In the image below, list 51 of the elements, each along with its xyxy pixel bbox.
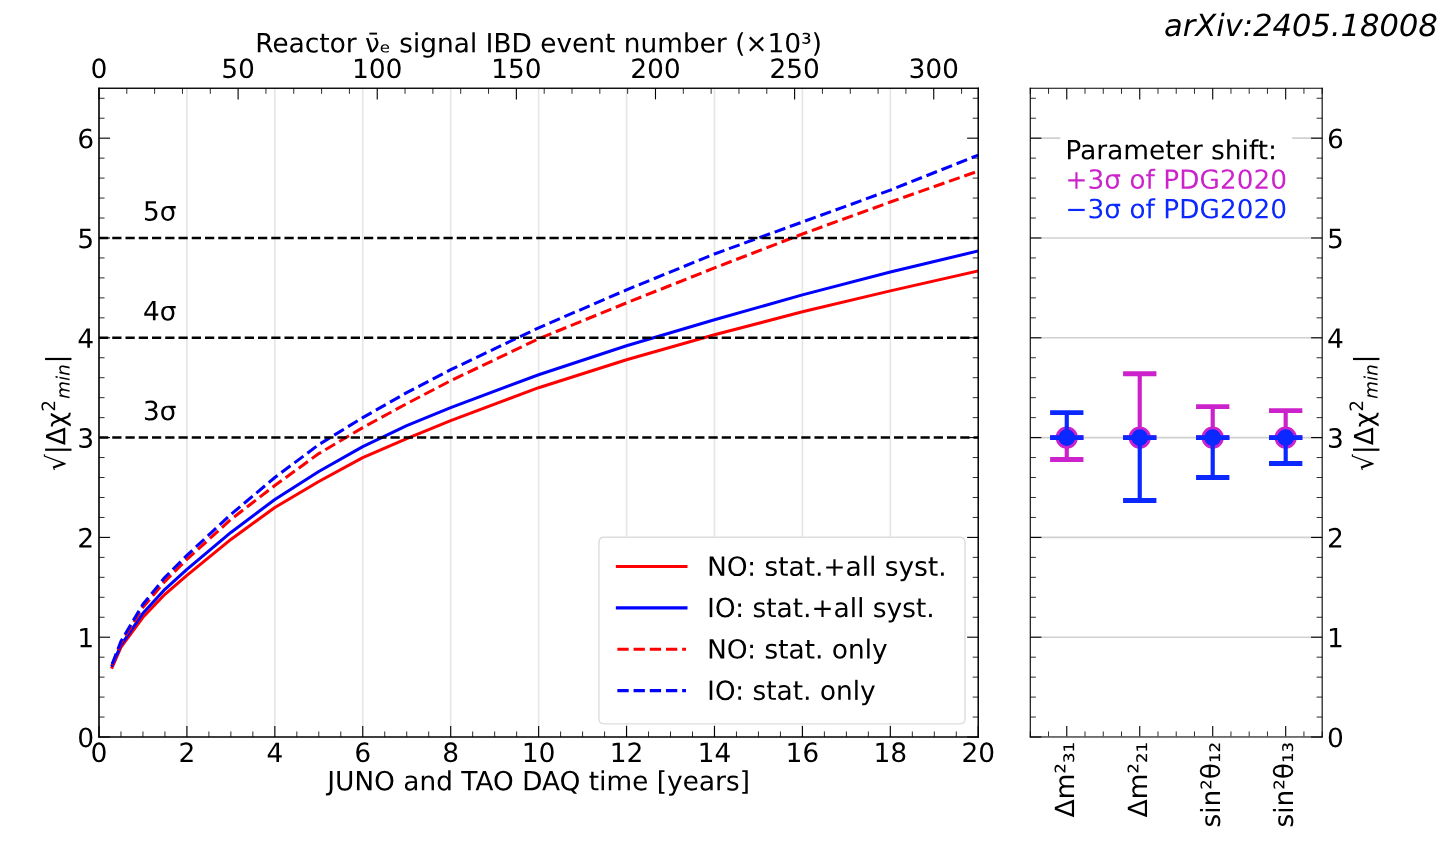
y-tick-label: 5 — [1329, 228, 1342, 249]
x-tick-label: 2 — [180, 742, 193, 762]
legend-label: NO: stat.+all syst. — [709, 555, 944, 582]
x-axis-title: JUNO and TAO DAQ time [years] — [325, 770, 748, 796]
x2-axis-title: Reactor ν̄ₑ signal IBD event number (×10³) — [257, 32, 820, 58]
y-axis-title: √|Δχ$^{2}$$_{min}$| — [1349, 357, 1380, 471]
text: arXiv:2405.18008 — [1165, 12, 1437, 37]
x-tick-label: 18 — [876, 742, 906, 763]
x-tick-label: 20 — [963, 742, 994, 763]
x2-tick-label: 300 — [910, 58, 958, 79]
x2-tick-label: 100 — [354, 58, 401, 79]
x-tick-label: 6 — [356, 742, 370, 763]
y-tick-label: 6 — [79, 128, 93, 149]
y-tick-label: 3 — [1329, 428, 1342, 448]
text: +3σ of PDG2020 — [1068, 168, 1286, 190]
y-tick-label: 1 — [80, 628, 92, 648]
x-tick-label: 14 — [700, 742, 730, 762]
legend-label: NO: stat. only — [709, 638, 887, 664]
x-tick-label: Δm²₃₁ — [1054, 743, 1075, 818]
text: −3σ of PDG2020 — [1068, 198, 1286, 219]
y-tick-label: 4 — [1328, 328, 1343, 348]
x-tick-label: 10 — [524, 742, 554, 763]
legend-label: IO: stat.+all syst. — [709, 597, 932, 623]
x2-tick-label: 50 — [223, 58, 254, 79]
x2-tick-label: 150 — [494, 58, 540, 79]
y-tick-label: 1 — [1329, 628, 1342, 648]
y-tick-label: 3 — [79, 428, 93, 448]
y-tick-label: 2 — [1328, 527, 1342, 548]
x-tick-label: 12 — [612, 742, 641, 762]
x-tick-label: Δm²₂₁ — [1127, 743, 1148, 818]
y-tick-label: 6 — [1328, 128, 1343, 149]
x-tick-label: 4 — [267, 742, 282, 762]
y-tick-label: 0 — [79, 727, 93, 748]
x-tick-label: sin²θ₁₃ — [1272, 743, 1294, 827]
x-tick-label: 8 — [444, 742, 458, 763]
x2-tick-label: 200 — [632, 58, 679, 79]
ref-line-label: 4σ — [144, 301, 176, 321]
x-tick-label: sin²θ₁₂ — [1199, 743, 1221, 827]
x2-tick-label: 0 — [92, 58, 106, 79]
y-tick-label: 0 — [1328, 727, 1343, 748]
legend-label: IO: stat. only — [709, 679, 875, 706]
ref-line-label: 3σ — [144, 400, 176, 421]
y-tick-label: 2 — [79, 527, 92, 548]
x2-tick-label: 250 — [771, 58, 819, 79]
legend-title: Parameter shift: — [1067, 139, 1274, 160]
ref-line-label: 5σ — [144, 201, 176, 221]
x-tick-label: 0 — [92, 742, 106, 763]
y-axis-title: √|Δχ$^{2}$$_{min}$| — [41, 357, 72, 471]
y-tick-label: 5 — [79, 228, 92, 249]
y-tick-label: 4 — [78, 328, 93, 348]
x-tick-label: 16 — [788, 742, 818, 763]
